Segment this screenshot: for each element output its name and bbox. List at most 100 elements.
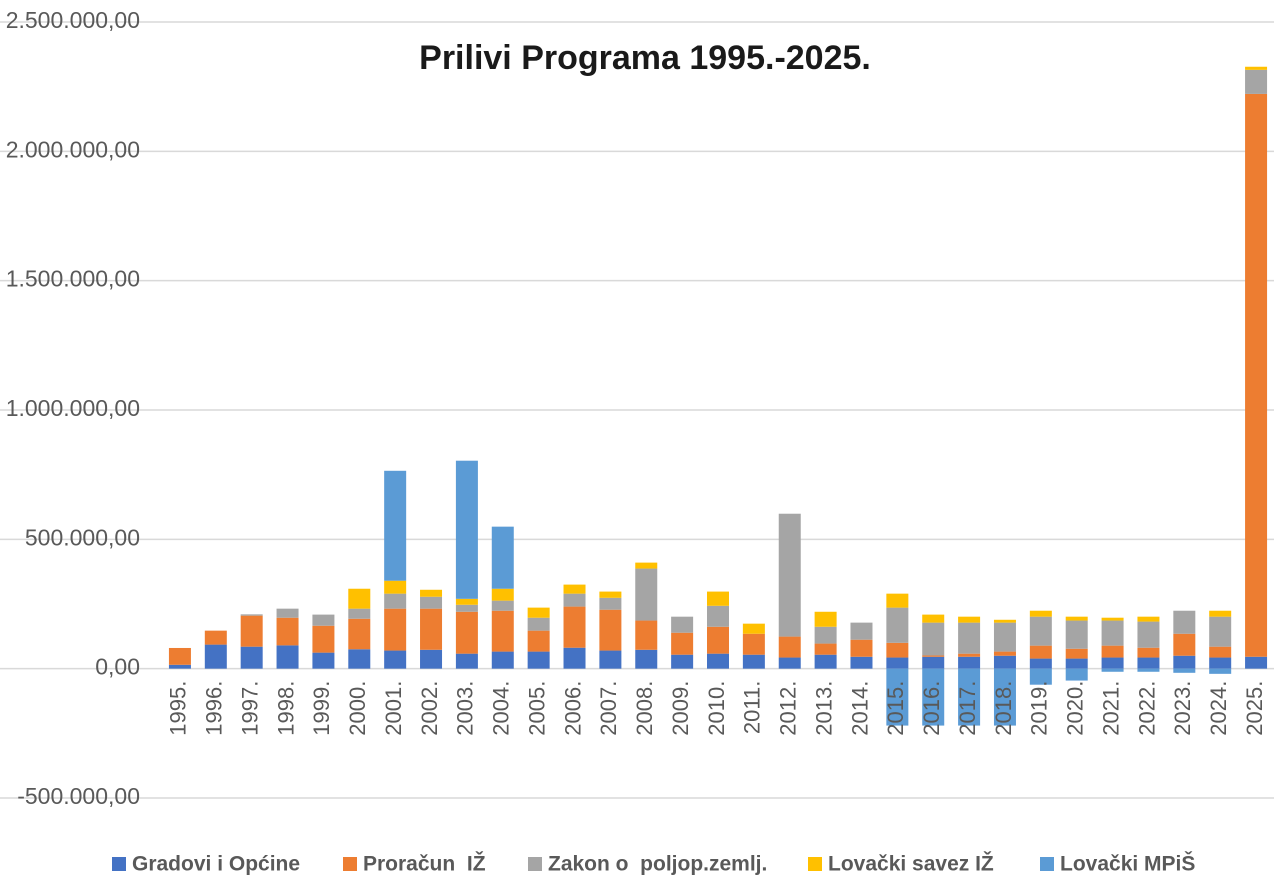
bar-segment	[491, 588, 514, 601]
bar-segment	[599, 591, 622, 598]
bar-segment	[563, 584, 586, 594]
bar-segment	[1065, 668, 1088, 681]
bar-segment	[1245, 656, 1268, 669]
bar-segment	[742, 654, 765, 669]
bar-segment	[778, 657, 801, 669]
bar-segment	[491, 651, 514, 669]
bar-segment	[276, 608, 299, 618]
bar-segment	[420, 596, 443, 609]
bar-segment	[922, 622, 945, 656]
x-tick-label: 1995.	[166, 681, 191, 736]
bar-segment	[384, 608, 407, 651]
bar-segment	[1029, 616, 1052, 646]
grid	[0, 21, 1274, 799]
x-tick-label: 2009.	[668, 681, 693, 736]
bar-segment	[348, 588, 371, 609]
x-tick-label: 2007.	[596, 681, 621, 736]
labels: -500.000,00 0,00 500.000,00 1.000.000,00 1.5…	[6, 7, 1267, 875]
legend-swatch	[343, 857, 357, 871]
legend-label: Lovački savez IŽ	[828, 852, 994, 876]
bar-segment	[276, 617, 299, 646]
bar-segment	[1029, 645, 1052, 659]
bar-segment	[1029, 610, 1052, 617]
x-tick-label: 2014.	[847, 681, 872, 736]
bar-segment	[922, 614, 945, 623]
bar-segment	[1209, 616, 1232, 647]
x-tick-label: 2018.	[991, 681, 1016, 736]
bar-segment	[742, 623, 765, 634]
x-tick-label: 2006.	[560, 681, 585, 736]
bar-segment	[1137, 647, 1160, 658]
legend-swatch	[808, 857, 822, 871]
x-tick-label: 2005.	[524, 681, 549, 736]
bar-segment	[1101, 657, 1124, 669]
bar-segment	[707, 591, 729, 606]
bar-segment	[527, 617, 550, 631]
bars	[168, 66, 1268, 726]
legend-swatch	[1040, 857, 1054, 871]
bar-segment	[312, 614, 335, 626]
bar-segment	[958, 668, 981, 726]
x-tick-label: 2019.	[1027, 681, 1052, 736]
bar-segment	[886, 607, 909, 643]
bar-segment	[420, 589, 443, 597]
bar-segment	[455, 611, 478, 654]
bar-segment	[778, 636, 801, 658]
x-tick-label: 2016.	[919, 681, 944, 736]
x-tick-label: 2003.	[453, 681, 478, 736]
bar-segment	[707, 626, 729, 654]
bar-segment	[168, 647, 191, 665]
bar-segment	[886, 668, 909, 726]
x-tick-label: 2022.	[1134, 681, 1159, 736]
bar-segment	[850, 639, 873, 657]
bar-segment	[491, 610, 514, 652]
bar-segment	[922, 656, 945, 669]
y-tick-label: 1.000.000,00	[6, 395, 140, 421]
bar-segment	[707, 653, 729, 669]
bar-segment	[814, 626, 837, 644]
bar-segment	[563, 647, 586, 669]
bar-segment	[455, 604, 478, 612]
y-tick-label: 2.500.000,00	[6, 7, 140, 33]
y-tick-label: -500.000,00	[17, 783, 140, 809]
bar-segment	[276, 645, 299, 669]
bar-segment	[491, 526, 514, 589]
bar-segment	[1173, 633, 1196, 656]
bar-segment	[348, 649, 371, 669]
bar-segment	[563, 593, 586, 607]
bar-segment	[420, 649, 443, 669]
bar-segment	[814, 654, 837, 669]
bar-segment	[886, 657, 909, 669]
chart-title: Prilivi Programa 1995.-2025.	[419, 39, 871, 77]
bar-segment	[1029, 668, 1052, 685]
bar-segment	[599, 609, 622, 651]
x-tick-label: 1997.	[237, 681, 262, 736]
bar-segment	[384, 580, 407, 594]
bar-segment	[1065, 616, 1088, 621]
bar-segment	[1209, 646, 1232, 658]
bar-segment	[993, 651, 1016, 656]
x-tick-label: 2023.	[1170, 681, 1195, 736]
bar-segment	[1173, 668, 1196, 673]
bar-segment	[455, 460, 478, 599]
legend-label: Gradovi i Općine	[132, 853, 300, 876]
bar-segment	[778, 513, 801, 637]
bar-segment	[1173, 655, 1196, 669]
bar-segment	[1173, 610, 1196, 634]
x-tick-label: 2012.	[776, 681, 801, 736]
x-tick-label: 2021.	[1098, 681, 1123, 736]
bar-segment	[1245, 93, 1268, 657]
bar-segment	[635, 649, 658, 669]
bar-segment	[850, 622, 873, 640]
bar-segment	[958, 656, 981, 669]
x-tick-label: 2025.	[1242, 681, 1267, 736]
bar-segment	[1065, 620, 1088, 649]
x-tick-label: 1996.	[202, 681, 227, 736]
bar-segment	[635, 562, 658, 569]
bar-segment	[384, 650, 407, 669]
bar-segment	[168, 664, 191, 669]
bar-segment	[1137, 616, 1160, 622]
bar-segment	[1137, 657, 1160, 669]
x-tick-label: 2000.	[345, 681, 370, 736]
bar-segment	[491, 600, 514, 611]
